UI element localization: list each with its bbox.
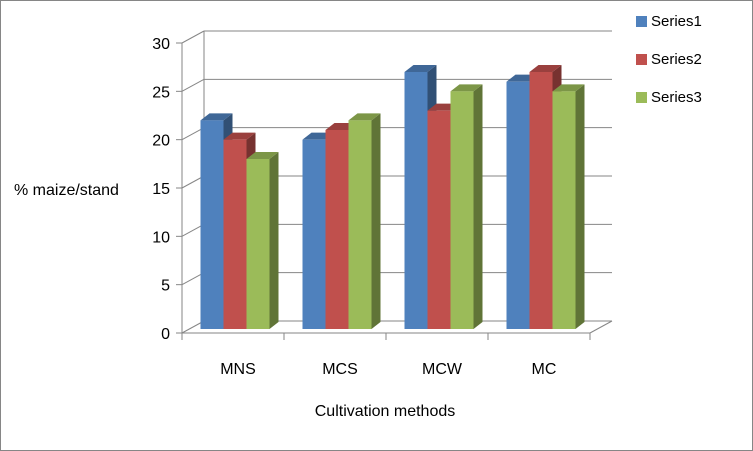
- y-tick-label: 20: [152, 133, 170, 150]
- legend-label: Series3: [651, 89, 702, 106]
- axes: [176, 42, 613, 340]
- x-tick-label: MCW: [422, 361, 463, 378]
- bar-front: [404, 72, 428, 329]
- bar-front: [325, 130, 349, 329]
- legend-swatch: [636, 16, 647, 27]
- gridline-side: [181, 272, 205, 286]
- bar-front: [529, 72, 553, 329]
- legend-label: Series2: [651, 51, 702, 68]
- bar-top: [450, 84, 483, 92]
- y-tick-labels: 0 5 10 15 20 25 30: [152, 36, 170, 343]
- y-tick-label: 5: [161, 278, 170, 295]
- bar: [450, 84, 483, 329]
- gridline-side: [181, 223, 205, 237]
- bar-front: [348, 120, 372, 329]
- y-tick-label: 15: [152, 181, 170, 198]
- bar-front: [506, 81, 530, 330]
- legend-swatch: [636, 54, 647, 65]
- bars: [200, 65, 585, 330]
- gridline-side: [181, 320, 205, 334]
- x-tick-labels: MNS MCS MCW MC: [220, 361, 556, 378]
- gridline-side: [181, 175, 205, 189]
- legend-item: Series3: [636, 89, 702, 106]
- bar-top: [246, 152, 279, 159]
- x-tick-label: MNS: [220, 361, 256, 378]
- y-tick-label: 25: [152, 84, 170, 101]
- bar-front: [450, 91, 474, 329]
- bar-front: [223, 139, 247, 329]
- bar-side: [473, 84, 483, 329]
- bar: [348, 113, 381, 329]
- bar-side: [269, 152, 279, 329]
- bar-top: [404, 65, 437, 72]
- legend: Series1 Series2 Series3: [636, 13, 702, 106]
- y-tick-label: 30: [152, 36, 170, 53]
- bar-top: [223, 132, 256, 140]
- x-tick-label: MC: [532, 361, 557, 378]
- bar-front: [552, 91, 576, 329]
- gridline-side: [181, 78, 205, 92]
- bar-front: [246, 159, 270, 329]
- bar: [246, 152, 279, 329]
- x-axis-label: Cultivation methods: [315, 403, 456, 420]
- y-tick-label: 10: [152, 229, 170, 246]
- bar-front: [200, 120, 224, 329]
- y-tick-label: 0: [161, 326, 170, 343]
- legend-label: Series1: [651, 13, 702, 30]
- bar-top: [200, 113, 233, 121]
- bar-top: [552, 84, 585, 92]
- bar-top: [529, 65, 562, 72]
- legend-item: Series1: [636, 13, 702, 30]
- bar-front: [427, 110, 451, 330]
- floor-edge: [589, 320, 613, 334]
- gridline-side: [181, 127, 205, 141]
- legend-item: Series2: [636, 51, 702, 68]
- y-axis-label: % maize/stand: [14, 182, 119, 199]
- bar-side: [575, 84, 585, 329]
- bar-top: [348, 113, 381, 121]
- bar-side: [371, 113, 381, 329]
- x-tick-label: MCS: [322, 361, 358, 378]
- legend-swatch: [636, 92, 647, 103]
- bar-front: [302, 139, 326, 329]
- gridline-side: [181, 30, 205, 44]
- bar: [552, 84, 585, 329]
